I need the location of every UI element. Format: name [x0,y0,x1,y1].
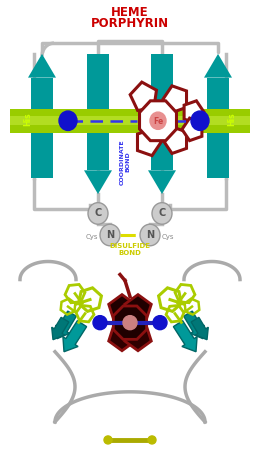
Polygon shape [84,170,112,194]
Circle shape [59,111,77,130]
FancyArrow shape [191,317,208,340]
Polygon shape [204,54,232,78]
Circle shape [140,224,160,246]
Text: Cys: Cys [162,234,174,240]
Text: Cys: Cys [86,234,98,240]
Text: N: N [146,230,154,240]
Circle shape [88,203,108,224]
Polygon shape [130,82,157,110]
Text: HEME: HEME [111,6,149,19]
Polygon shape [163,86,186,113]
FancyArrow shape [52,317,69,340]
Text: BOND: BOND [119,250,141,256]
Polygon shape [28,54,56,78]
FancyArrow shape [173,321,197,352]
Text: PORPHYRIN: PORPHYRIN [91,17,169,30]
FancyBboxPatch shape [151,54,173,170]
Text: His: His [23,113,32,127]
Text: Fe: Fe [153,117,163,126]
FancyArrow shape [56,311,76,339]
FancyArrow shape [184,311,204,339]
Circle shape [93,316,107,330]
FancyBboxPatch shape [10,109,250,133]
Polygon shape [184,101,204,123]
Text: C: C [94,208,102,219]
Polygon shape [138,129,161,156]
FancyBboxPatch shape [10,116,250,125]
Circle shape [152,203,172,224]
Circle shape [123,316,137,330]
Circle shape [100,224,120,246]
Text: His: His [228,113,237,127]
Circle shape [148,436,156,444]
Polygon shape [109,295,135,320]
Circle shape [150,112,166,129]
Polygon shape [125,295,151,320]
FancyBboxPatch shape [207,78,229,178]
Circle shape [191,111,209,130]
Text: COORDINATE: COORDINATE [120,139,125,184]
Polygon shape [140,101,177,140]
Text: BOND: BOND [126,152,131,172]
Text: C: C [158,208,166,219]
FancyBboxPatch shape [31,78,53,178]
Text: DiSULFIDE: DiSULFIDE [109,243,151,249]
FancyArrow shape [63,321,87,352]
Polygon shape [182,118,202,140]
Polygon shape [148,170,176,194]
FancyBboxPatch shape [87,54,109,170]
Polygon shape [113,306,147,339]
Circle shape [153,316,167,330]
Circle shape [104,436,112,444]
Polygon shape [163,127,186,153]
Text: N: N [106,230,114,240]
Polygon shape [125,325,151,351]
Polygon shape [109,325,135,351]
